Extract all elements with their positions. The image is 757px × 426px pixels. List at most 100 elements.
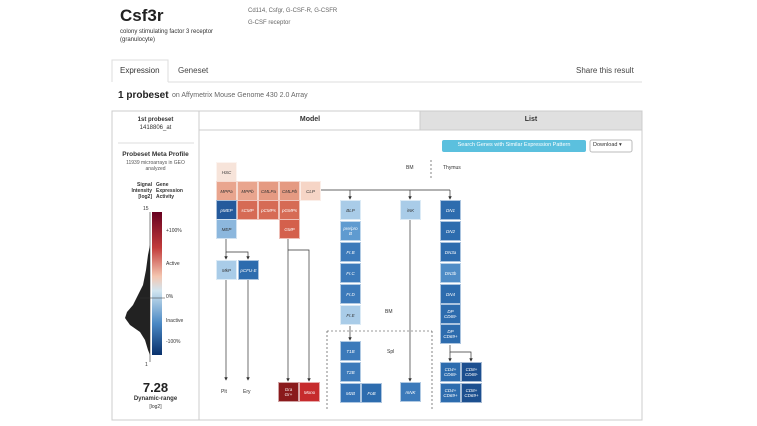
cell-label: CD8+: [465, 388, 478, 393]
panel: [111, 110, 643, 421]
cell-node: sCMP: [237, 200, 258, 220]
output-label: Ery: [243, 389, 251, 395]
probeset-id: 1418806_at: [139, 125, 172, 131]
region-label: BM: [406, 165, 414, 171]
cell-label: T2B: [346, 369, 355, 375]
view-tab[interactable]: Model: [299, 116, 321, 123]
cell-node: iNK: [400, 200, 421, 220]
cell-node: DN3a: [440, 242, 461, 262]
cell-node: MEP: [216, 219, 237, 239]
cell-label: CLP: [306, 188, 315, 194]
cell-label: DN4: [445, 291, 455, 297]
cell-node: CLP: [300, 181, 321, 201]
cell-label: DP: [447, 309, 454, 314]
cell-label: MPPb: [241, 188, 254, 194]
cell-label: DN1: [445, 207, 455, 213]
scale-bottom: 1: [145, 362, 148, 368]
cell-label: CD69+: [464, 393, 479, 398]
cell-label: MPPa: [220, 188, 233, 194]
cell-label: GMP: [284, 226, 295, 232]
cell-label: pCMPs: [261, 207, 276, 213]
cell-node: pCMPs: [258, 200, 279, 220]
cell-label: MzB: [346, 390, 355, 396]
cell-node: Fr.E: [340, 305, 361, 325]
cell-node: pGMPs: [279, 200, 300, 220]
cell-node: T1B: [340, 341, 361, 361]
cell-label: Fr.D: [346, 291, 355, 297]
tab[interactable]: Geneset: [178, 66, 209, 75]
cell-label: pMEP: [220, 207, 233, 213]
region-label: Thymus: [443, 165, 461, 171]
cell-label: CD8+: [465, 367, 478, 372]
cell-node: pMEP: [216, 200, 237, 220]
cell-node: CMLPa: [258, 181, 279, 201]
region-label: Spl: [387, 349, 395, 355]
dynamic-range-label: Dynamic-range: [133, 396, 178, 402]
cell-node: DN4: [440, 284, 461, 304]
cell-label: Mono: [303, 389, 316, 395]
cell-label: pre/pro: [343, 226, 358, 231]
cell-node: mNK: [400, 382, 421, 402]
view-tab[interactable]: List: [524, 116, 538, 123]
cell-node: CD4+ CD69-: [440, 362, 461, 382]
dynamic-range-value: 7.28: [142, 380, 169, 395]
cell-node: pre/pro B: [340, 221, 361, 241]
cell-label: MkP: [222, 267, 231, 273]
cell-label: CD4+: [444, 367, 457, 372]
cell-node: MPPb: [237, 181, 258, 201]
cell-label: Fr.C: [346, 270, 355, 276]
cell-label: pGMPs: [281, 207, 297, 213]
cell-label: MEP: [221, 226, 232, 232]
profile-title: Probeset Meta Profile: [122, 151, 189, 158]
cell-node: CMLPb: [279, 181, 300, 201]
signal-header: Signal Intensity [log2]: [131, 182, 152, 200]
cell-node: MzB: [340, 383, 361, 403]
cell-label: Fr.E: [346, 312, 355, 318]
cell-label: Gra: [284, 387, 293, 392]
cell-node: DP CD69-: [440, 304, 461, 324]
cell-label: DP: [447, 329, 454, 334]
probeset-count: 1 probeset: [118, 90, 169, 101]
list-tab-bg: [419, 110, 643, 131]
cell-label: DN3a: [444, 249, 457, 255]
platform: on Affymetrix Mouse Genome 430 2.0 Array: [172, 92, 308, 99]
activity-label: -100%: [166, 339, 181, 345]
cell-label: FoB: [367, 390, 376, 396]
cell-node: T2B: [340, 362, 361, 382]
activity-header: Gene Expression Activity: [156, 182, 183, 200]
cell-label: mNK: [405, 389, 416, 395]
cell-node: CD4+ CD69+: [440, 383, 461, 403]
profile-note: 11939 microarrays in GEO analyzed: [126, 160, 185, 172]
gene-full-name: G-CSF receptor: [248, 20, 291, 26]
gene-symbol: Csf3r: [120, 6, 164, 25]
cell-label: CD69+: [443, 393, 458, 398]
download-button-bg[interactable]: [589, 139, 633, 153]
share-link[interactable]: Share this result: [576, 66, 634, 75]
cell-node: HSC: [216, 162, 237, 182]
region-dividers: [326, 160, 433, 410]
search-button-bg[interactable]: [442, 140, 586, 152]
cell-label: CD69-: [464, 372, 478, 377]
tab[interactable]: Expression: [120, 66, 160, 75]
cell-node: CD8+ CD69+: [461, 383, 482, 403]
download-button[interactable]: Download ▾: [593, 142, 622, 148]
cell-node: Fr.B: [340, 242, 361, 262]
output-label: Plt: [221, 389, 227, 395]
cell-label: DN3b: [444, 270, 457, 276]
cell-label: HSC: [221, 169, 232, 175]
scale-top: 15: [143, 206, 149, 212]
activity-color-bar: [152, 212, 162, 355]
search-button[interactable]: Search Genes with Similar Expression Pat…: [457, 142, 571, 148]
download-label: Download: [593, 142, 618, 148]
cell-node: Mono: [299, 382, 320, 402]
cell-label: Gr+: [284, 392, 293, 397]
gene-aliases: Cd114, Csfgr, G-CSF-R, G-CSFR: [248, 8, 338, 14]
cell-label: BLP: [346, 207, 355, 213]
cell-label: CD4+: [444, 388, 457, 393]
cell-node: Fr.C: [340, 263, 361, 283]
activity-label: Active: [166, 261, 180, 267]
cell-node: DN3b: [440, 263, 461, 283]
cell-node: Gra Gr+: [278, 382, 299, 402]
